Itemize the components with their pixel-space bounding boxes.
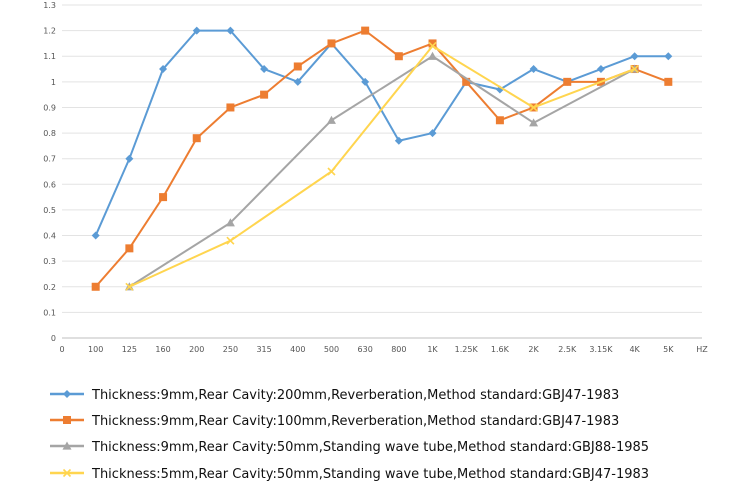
data-point: [664, 77, 673, 86]
x-tick-label: 1K: [427, 345, 438, 354]
series-line: [94, 29, 669, 288]
legend-label: Thickness:9mm,Rear Cavity:100mm,Reverber…: [91, 414, 619, 429]
data-point: [361, 26, 370, 35]
data-point: [192, 26, 201, 35]
y-tick-label: 0.1: [43, 308, 56, 317]
x-tick-label: 1.25K: [455, 345, 479, 354]
data-point: [125, 154, 134, 163]
x-tick-label: 5K: [663, 345, 674, 354]
x-tick-label: 125: [122, 345, 137, 354]
series-4: [125, 41, 639, 291]
x-tick-label: 315: [256, 345, 271, 354]
data-point: [91, 282, 100, 291]
x-tick-label: 800: [391, 345, 406, 354]
data-point: [159, 193, 168, 202]
x-axis-ticks: 0 100 125 160 200 250 315 400 500 630 800 1K 1.25K 1.…: [59, 345, 708, 354]
y-tick-label: 0.2: [43, 283, 56, 292]
y-axis-ticks: 0 0.1 0.2 0.3 0.4 0.5 0.6 0.7 0.8 0.9 1 1.1 1.2 1.3: [43, 1, 56, 343]
y-tick-label: 1.3: [43, 1, 56, 10]
data-point: [428, 39, 437, 48]
legend-marker: [63, 416, 71, 424]
x-tick-label: 100: [88, 345, 103, 354]
x-tick-label: 630: [358, 345, 373, 354]
data-point: [462, 77, 471, 86]
y-tick-label: 1.2: [43, 27, 56, 36]
legend-label: Thickness:9mm,Rear Cavity:200mm,Reverber…: [91, 388, 619, 403]
data-point: [327, 167, 336, 176]
legend-item: Thickness:9mm,Rear Cavity:100mm,Reverber…: [50, 414, 619, 429]
x-tick-label: 400: [290, 345, 305, 354]
data-point: [428, 41, 437, 51]
data-point: [327, 39, 336, 48]
legend-marker: [62, 468, 72, 478]
data-point: [226, 26, 235, 35]
data-point: [495, 116, 504, 125]
y-tick-label: 0: [51, 334, 56, 343]
data-point: [529, 118, 539, 127]
y-tick-label: 0.4: [43, 232, 56, 241]
x-tick-label: 4K: [629, 345, 640, 354]
data-point: [226, 236, 235, 245]
data-point: [225, 218, 235, 227]
series-layer: [91, 26, 673, 291]
data-point: [361, 77, 370, 86]
legend-label: Thickness:9mm,Rear Cavity:50mm,Standing …: [91, 440, 649, 455]
data-point: [260, 65, 269, 74]
data-point: [529, 103, 538, 112]
data-point: [260, 90, 269, 99]
y-tick-label: 1: [51, 78, 56, 87]
data-point: [563, 77, 572, 86]
legend-marker: [62, 441, 72, 450]
x-tick-label: 3.15K: [589, 345, 613, 354]
data-point: [428, 129, 437, 138]
data-point: [394, 136, 403, 145]
legend-label: Thickness:5mm,Rear Cavity:50mm,Standing …: [91, 467, 649, 482]
x-tick-label: HZ: [696, 345, 708, 354]
data-point: [664, 52, 673, 61]
x-tick-label: 200: [189, 345, 204, 354]
data-point: [125, 282, 134, 291]
data-point: [630, 64, 639, 74]
data-point: [159, 65, 168, 74]
y-tick-label: 0.6: [43, 180, 56, 189]
y-tick-label: 1.1: [43, 52, 56, 61]
y-tick-label: 0.7: [43, 155, 56, 164]
data-point: [428, 51, 438, 60]
data-point: [125, 244, 134, 253]
y-tick-label: 0.5: [43, 206, 56, 215]
x-tick-label: 500: [324, 345, 339, 354]
data-point: [91, 231, 100, 240]
x-tick-label: 160: [155, 345, 170, 354]
series-line: [128, 55, 636, 288]
legend-marker: [63, 390, 71, 398]
y-tick-label: 0.9: [43, 103, 56, 112]
x-tick-label: 250: [223, 345, 238, 354]
x-tick-label: 1.6K: [491, 345, 510, 354]
data-point: [293, 77, 302, 86]
series-line: [94, 29, 669, 236]
legend-item: Thickness:9mm,Rear Cavity:200mm,Reverber…: [50, 388, 619, 403]
series-line: [128, 44, 635, 288]
x-tick-label: 2K: [528, 345, 539, 354]
data-point: [630, 52, 639, 61]
y-tick-label: 0.3: [43, 257, 56, 266]
x-tick-label: 0: [59, 345, 64, 354]
data-point: [192, 134, 201, 143]
data-point: [394, 52, 403, 61]
data-point: [226, 103, 235, 112]
legend-item: Thickness:5mm,Rear Cavity:50mm,Standing …: [50, 467, 649, 482]
legend: Thickness:9mm,Rear Cavity:200mm,Reverber…: [50, 388, 649, 482]
data-point: [326, 115, 336, 124]
data-point: [596, 65, 605, 74]
legend-item: Thickness:9mm,Rear Cavity:50mm,Standing …: [50, 440, 649, 455]
data-point: [529, 65, 538, 74]
y-tick-label: 0.8: [43, 129, 56, 138]
grid: [62, 4, 702, 339]
data-point: [293, 62, 302, 71]
x-tick-label: 2.5K: [558, 345, 577, 354]
